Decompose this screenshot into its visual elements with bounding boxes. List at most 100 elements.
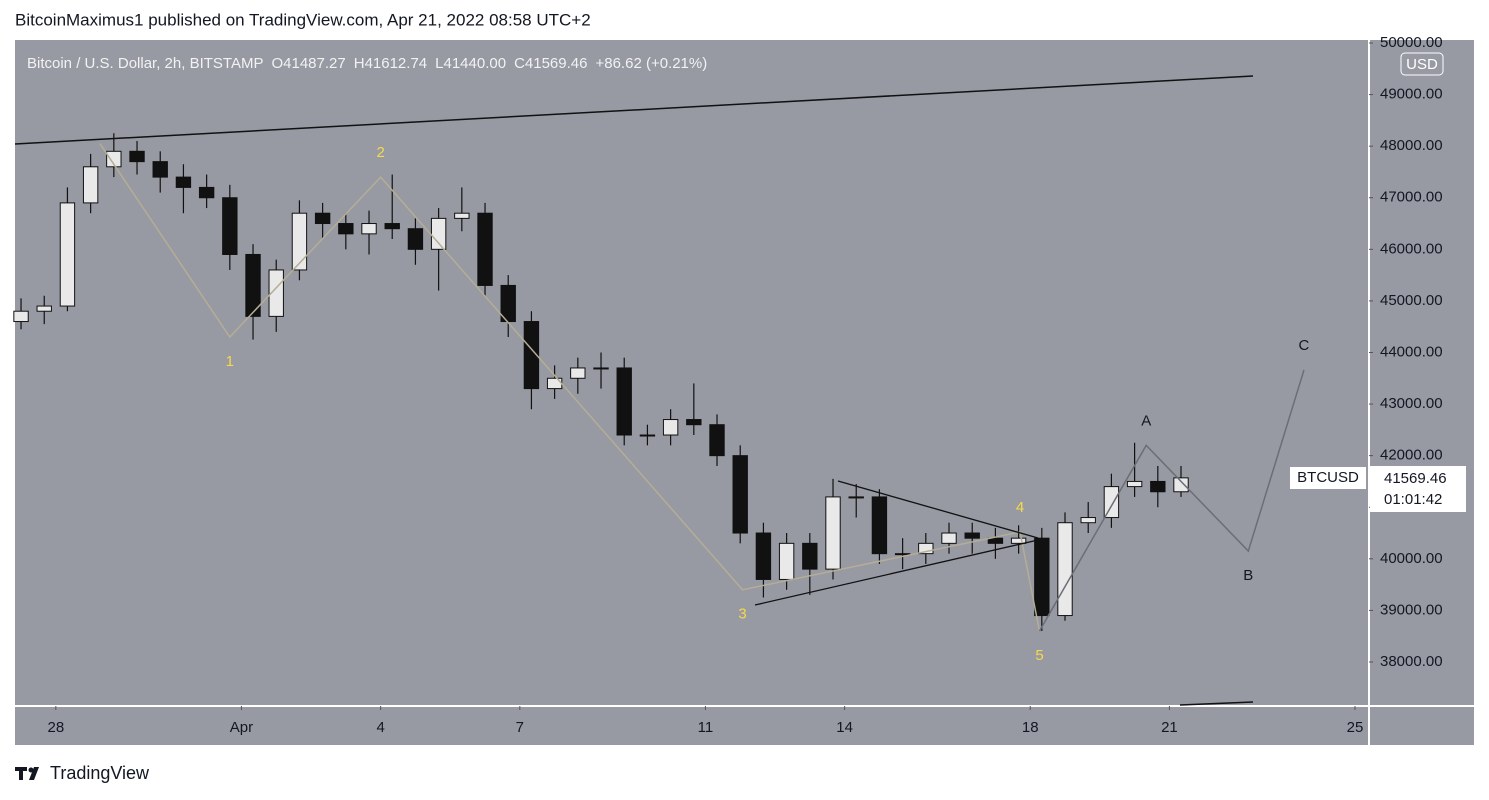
symbol: BTCUSD	[1297, 469, 1359, 486]
candle-body	[384, 223, 400, 230]
wave-label: 3	[738, 606, 746, 623]
y-tick-label: 46000.00	[1380, 240, 1443, 257]
candle-body	[430, 217, 447, 250]
candle-body	[361, 223, 377, 235]
wave-label: 2	[376, 144, 384, 161]
channel-upper	[14, 75, 1254, 145]
x-tick-label: 25	[1347, 719, 1364, 736]
candle-body	[1126, 480, 1143, 488]
candle-body	[662, 419, 679, 436]
y-tick-label: 44000.00	[1380, 343, 1443, 360]
candle-body	[175, 176, 192, 188]
legend-open: 41487.27	[283, 55, 346, 72]
wedge-upper	[837, 480, 1039, 539]
candle-body	[152, 161, 168, 178]
x-tick-label: 4	[376, 719, 384, 736]
legend-high: 41612.74	[365, 55, 428, 72]
plot: 1 2 3 4 5 A B C	[13, 133, 1310, 664]
candle-body	[338, 223, 354, 235]
candle-body	[245, 253, 261, 317]
y-tick-label: 40000.00	[1380, 550, 1443, 567]
logo-dot	[28, 767, 34, 773]
footer-brand: TradingView	[50, 763, 150, 783]
legend-close: 41569.46	[525, 55, 588, 72]
candle-body	[36, 305, 52, 312]
wedge-lower	[754, 539, 1039, 606]
candle-body	[802, 542, 818, 570]
logo-v	[29, 767, 39, 780]
countdown: 01:01:42	[1384, 491, 1442, 508]
symbol-tag	[1290, 467, 1366, 489]
wave-label: B	[1243, 567, 1253, 584]
price-tag	[1370, 466, 1466, 512]
candle-body	[848, 496, 864, 499]
x-tick-label: 18	[1022, 719, 1039, 736]
candle-body	[314, 212, 331, 225]
wave-label: A	[1141, 412, 1151, 429]
candle-body	[129, 150, 145, 163]
candle-body	[1010, 537, 1027, 544]
candle-body	[639, 434, 656, 437]
x-tick-label: 7	[516, 719, 524, 736]
y-tick-label: 49000.00	[1380, 86, 1443, 103]
logo	[15, 767, 39, 780]
candle-body	[686, 419, 702, 426]
candle-body	[454, 212, 470, 219]
candle-body	[198, 186, 215, 199]
price-tag-value: 41569.46	[1384, 470, 1447, 487]
wave-label: 1	[226, 353, 234, 370]
time-axis	[15, 707, 1368, 745]
y-tick-label: 39000.00	[1380, 601, 1443, 618]
currency: USD	[1406, 56, 1438, 73]
candle-body	[477, 212, 493, 286]
legend-o: O	[271, 55, 283, 72]
logo-stem	[19, 767, 23, 780]
candle-body	[268, 269, 284, 317]
y-tick-label: 42000.00	[1380, 447, 1443, 464]
candle-body	[1103, 486, 1120, 519]
y-tick-label: 48000.00	[1380, 137, 1443, 154]
impulse-path	[99, 143, 1041, 632]
candle-body	[291, 212, 308, 271]
candle-body	[1057, 522, 1073, 617]
candle-body	[755, 532, 772, 580]
y-tick-label: 50000.00	[1380, 34, 1443, 51]
x-tick-label: 21	[1161, 719, 1178, 736]
candle-body	[106, 150, 122, 168]
candle-body	[570, 367, 586, 379]
wave-label: C	[1299, 337, 1310, 354]
candle-body	[871, 496, 888, 555]
candle-body	[523, 321, 540, 390]
candle-body	[82, 166, 99, 204]
candle-body	[13, 310, 29, 323]
candle-body	[1034, 537, 1050, 617]
candle-body	[1080, 517, 1096, 524]
currency-box	[1400, 52, 1444, 76]
legend-h: H	[354, 55, 365, 72]
legend-low: 41440.00	[443, 55, 506, 72]
x-tick-label: Apr	[230, 719, 253, 736]
header: BitcoinMaximus1 published on TradingView…	[15, 10, 591, 29]
wave-label: 5	[1035, 647, 1043, 664]
candle-body	[59, 202, 76, 307]
candle-body	[709, 424, 725, 457]
price-axis	[1370, 40, 1474, 705]
candle-body	[778, 542, 795, 580]
candle-body	[222, 197, 238, 255]
legend-change: +86.62 (+0.21%)	[595, 55, 707, 72]
legend-title: Bitcoin / U.S. Dollar, 2h, BITSTAMP	[27, 55, 263, 72]
candle-body	[732, 455, 748, 534]
wave-label: 4	[1016, 499, 1024, 516]
legend-c: C	[514, 55, 525, 72]
legend-l: L	[435, 55, 443, 72]
candle-body	[1150, 480, 1166, 493]
corner	[1370, 707, 1474, 745]
x-tick-label: 14	[836, 719, 853, 736]
x-tick-label: 11	[698, 719, 714, 736]
y-tick-label: 47000.00	[1380, 189, 1443, 206]
candle-body	[964, 532, 980, 539]
candle-body	[616, 367, 632, 436]
candle-body	[593, 367, 609, 370]
